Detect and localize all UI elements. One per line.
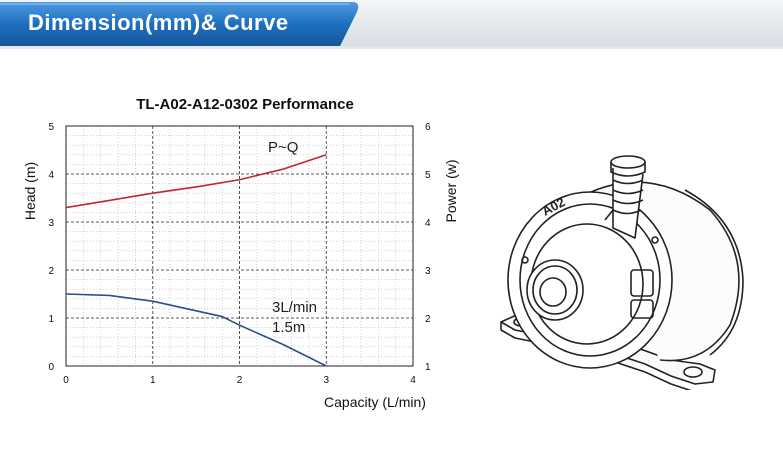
x-tick-label: 1 xyxy=(150,375,156,386)
x-tick-label: 0 xyxy=(63,375,69,386)
head-curve-line xyxy=(65,293,327,367)
max-head-label: 1.5m xyxy=(272,319,305,336)
pump-illustration: A02 xyxy=(500,155,744,390)
y-tick-label: 0 xyxy=(48,362,54,373)
x-axis-label: Capacity (L/min) xyxy=(324,394,426,410)
y2-axis-label: Power (w) xyxy=(443,159,459,222)
y2-tick-label: 3 xyxy=(425,266,431,277)
y2-tick-label: 1 xyxy=(425,362,431,373)
power-curve-label: P~Q xyxy=(268,139,298,156)
x-tick-label: 4 xyxy=(410,375,416,386)
y2-tick-label: 6 xyxy=(425,122,431,133)
x-tick-label: 3 xyxy=(323,375,329,386)
y2-tick-label: 2 xyxy=(425,314,431,325)
chart-grid xyxy=(66,126,413,366)
y-tick-label: 3 xyxy=(48,218,54,229)
x-tick-label: 2 xyxy=(237,375,243,386)
y-tick-label: 4 xyxy=(48,170,54,181)
y-tick-label: 2 xyxy=(48,266,54,277)
y-tick-label: 1 xyxy=(48,314,54,325)
y2-tick-label: 5 xyxy=(425,170,431,181)
plot-frame xyxy=(65,125,414,367)
y-axis-label: Head (m) xyxy=(22,162,38,220)
max-flow-label: 3L/min xyxy=(272,299,317,316)
header-banner xyxy=(0,0,783,49)
y2-tick-label: 4 xyxy=(425,218,431,229)
power-curve-line xyxy=(65,154,327,209)
chart-title: TL-A02-A12-0302 Performance xyxy=(136,96,354,113)
section-title: Dimension(mm)& Curve xyxy=(28,10,289,35)
y-tick-label: 5 xyxy=(48,122,54,133)
